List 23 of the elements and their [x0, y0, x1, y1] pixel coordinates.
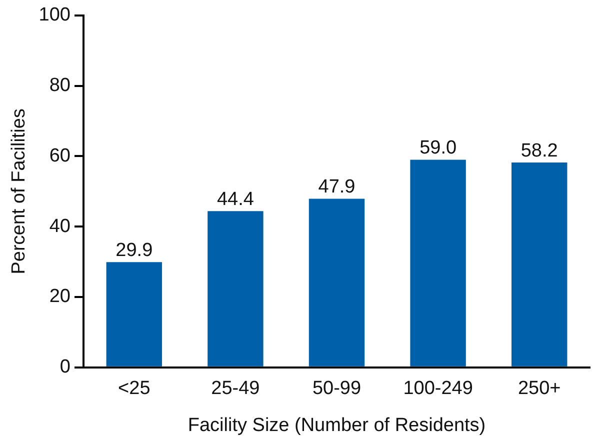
bar [410, 160, 466, 366]
bar [511, 162, 568, 366]
data-label: 44.4 [216, 188, 254, 210]
bar [106, 262, 162, 366]
data-label: 29.9 [116, 240, 153, 261]
bar [308, 198, 365, 366]
data-label: 47.9 [318, 176, 356, 198]
x-tick-label: 250+ [518, 378, 561, 400]
y-tick-label: 60 [49, 145, 70, 166]
y-tick-label: 100 [38, 4, 70, 26]
y-axis-title: Percent of Facilities [8, 108, 30, 274]
data-label: 59.0 [420, 137, 457, 158]
x-axis-title: Facility Size (Number of Residents) [188, 414, 486, 436]
y-tick-label: 0 [60, 356, 70, 378]
x-tick-label: 50-99 [312, 378, 362, 400]
y-tick-label: 80 [49, 75, 70, 96]
x-tick-label: 25-49 [211, 378, 260, 400]
x-tick-label: 100-249 [403, 378, 473, 400]
data-label: 58.2 [520, 140, 558, 162]
x-tick-label: <25 [118, 378, 150, 400]
y-tick-label: 40 [49, 216, 70, 237]
bar [208, 211, 264, 366]
y-tick-label: 20 [49, 286, 70, 308]
